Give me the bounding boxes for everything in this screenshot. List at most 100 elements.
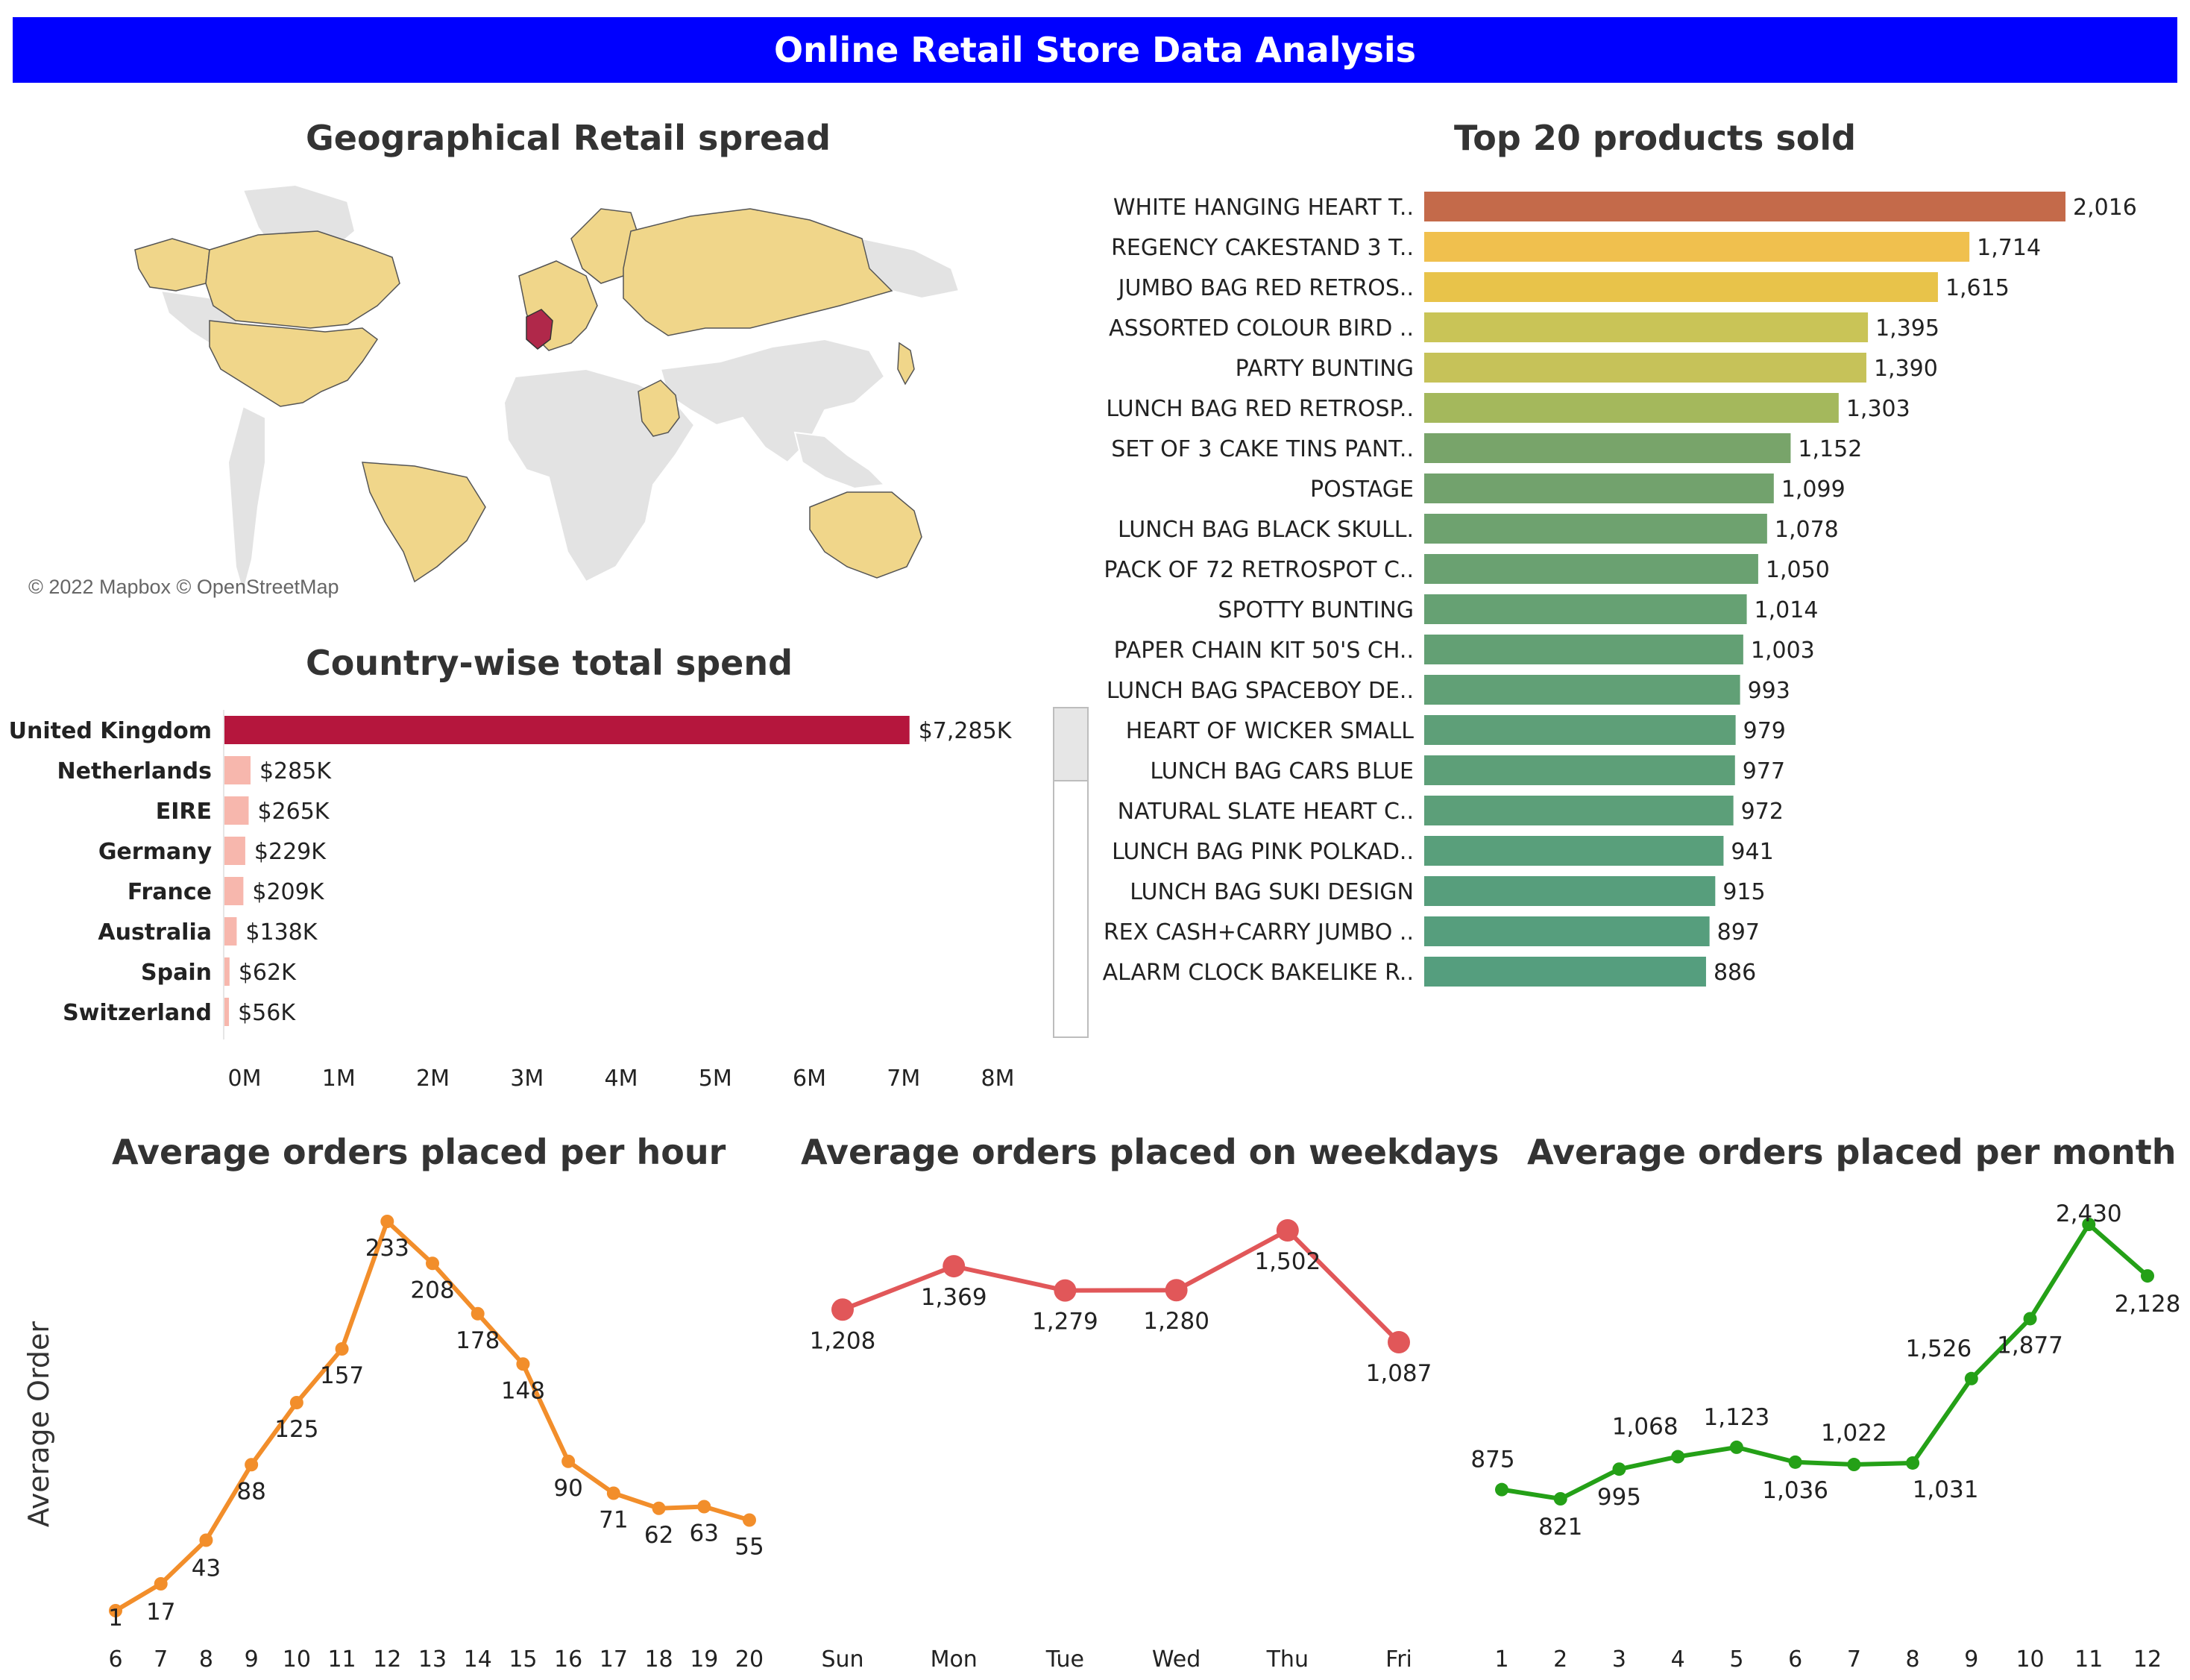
hour-data-label: 88 <box>236 1478 265 1505</box>
country-label: EIRE <box>156 799 212 825</box>
month-point <box>2082 1218 2096 1231</box>
map-region-brazil <box>362 462 486 583</box>
product-value-label: 1,395 <box>1875 315 1939 342</box>
weekday-data-label: 1,369 <box>921 1284 987 1311</box>
hour-point <box>516 1357 530 1371</box>
product-label: LUNCH BAG SPACEBOY DE.. <box>1107 678 1414 704</box>
product-label: REGENCY CAKESTAND 3 T.. <box>1111 235 1414 261</box>
product-value-label: 977 <box>1743 758 1785 784</box>
month-tick-label: 5 <box>1729 1646 1743 1673</box>
map-region-middle-east <box>638 380 680 437</box>
product-bar <box>1424 635 1743 664</box>
month-chart: 8751821299531,06841,12351,03661,02271,03… <box>1470 1201 2180 1673</box>
product-label: POSTAGE <box>1310 476 1414 503</box>
product-bar <box>1424 755 1735 785</box>
map-title: Geographical Retail spread <box>306 118 831 158</box>
hour-point <box>743 1513 756 1527</box>
month-data-label: 1,022 <box>1821 1420 1887 1447</box>
weekday-point <box>943 1255 966 1278</box>
map-region-canada <box>205 230 400 329</box>
map-region-alaska <box>134 238 210 292</box>
country-value-label: $62K <box>239 960 297 986</box>
product-label: WHITE HANGING HEART T.. <box>1113 195 1414 221</box>
map-region-australia <box>809 491 922 579</box>
weekday-point <box>1388 1331 1410 1353</box>
map-region-south-america-west <box>227 405 266 596</box>
month-data-label: 821 <box>1538 1514 1582 1541</box>
weekday-data-label: 1,279 <box>1032 1309 1098 1335</box>
country-label: Switzerland <box>63 1000 212 1026</box>
hour-data-label: 90 <box>553 1475 582 1502</box>
country-bar <box>224 877 244 905</box>
country-label: Australia <box>98 919 212 946</box>
map-region-united-states <box>209 320 379 407</box>
hour-point <box>199 1533 213 1547</box>
country-value-label: $209K <box>252 879 324 905</box>
hour-tick-label: 11 <box>327 1646 356 1673</box>
hour-data-label: 125 <box>274 1416 318 1443</box>
product-label: SPOTTY BUNTING <box>1218 597 1414 623</box>
scrollbar-thumb[interactable] <box>1054 708 1087 781</box>
month-data-label: 995 <box>1597 1484 1641 1511</box>
product-value-label: 1,390 <box>1874 356 1938 382</box>
world-map-svg <box>134 183 960 596</box>
product-label: LUNCH BAG CARS BLUE <box>1150 758 1414 784</box>
product-value-label: 1,714 <box>1977 235 2041 261</box>
month-tick-label: 1 <box>1494 1646 1508 1673</box>
hour-tick-label: 12 <box>373 1646 401 1673</box>
country-tick-label: 1M <box>322 1066 356 1092</box>
country-tick-label: 8M <box>981 1066 1015 1092</box>
weekday-point <box>1276 1219 1299 1242</box>
hour-tick-label: 19 <box>690 1646 718 1673</box>
world-map[interactable] <box>19 179 1004 608</box>
month-tick-label: 10 <box>2016 1646 2044 1673</box>
month-point <box>1553 1492 1567 1506</box>
product-label: LUNCH BAG PINK POLKAD.. <box>1112 839 1414 865</box>
y-axis-label: Average Order <box>22 1321 55 1527</box>
hour-point <box>245 1458 259 1472</box>
hour-point <box>154 1577 168 1591</box>
product-value-label: 1,615 <box>1945 275 2010 301</box>
month-tick-label: 3 <box>1612 1646 1626 1673</box>
weekday-tick-label: Mon <box>931 1646 978 1673</box>
weekday-tick-label: Wed <box>1152 1646 1201 1673</box>
month-tick-label: 6 <box>1788 1646 1802 1673</box>
product-bar <box>1424 312 1869 342</box>
month-tick-label: 4 <box>1671 1646 1685 1673</box>
month-tick-label: 12 <box>2133 1646 2162 1673</box>
product-bar <box>1424 836 1724 866</box>
hour-tick-label: 14 <box>464 1646 492 1673</box>
country-label: Germany <box>98 839 213 865</box>
product-value-label: 915 <box>1722 879 1765 905</box>
product-bar <box>1424 353 1866 383</box>
product-bar <box>1424 957 1706 987</box>
product-bar <box>1424 675 1740 705</box>
country-tick-label: 0M <box>228 1066 262 1092</box>
product-value-label: 2,016 <box>2073 195 2137 221</box>
country-bar <box>224 957 230 986</box>
country-bar <box>224 998 230 1026</box>
hour-data-label: 71 <box>599 1507 628 1534</box>
map-credit: © 2022 Mapbox © OpenStreetMap <box>28 576 339 598</box>
product-value-label: 1,099 <box>1781 476 1846 503</box>
product-label: ASSORTED COLOUR BIRD .. <box>1109 315 1414 342</box>
month-tick-label: 2 <box>1553 1646 1567 1673</box>
weekday-tick-label: Thu <box>1266 1646 1309 1673</box>
country-tick-label: 6M <box>793 1066 826 1092</box>
month-data-label: 1,036 <box>1762 1477 1828 1504</box>
weekday-tick-label: Sun <box>821 1646 863 1673</box>
weekday-point <box>1054 1279 1077 1302</box>
hour-tick-label: 16 <box>554 1646 582 1673</box>
product-label: LUNCH BAG RED RETROSP.. <box>1106 396 1414 422</box>
map-region-southeast-asia <box>793 431 887 490</box>
month-point <box>1788 1455 1802 1469</box>
products-scrollbar[interactable] <box>1053 707 1089 1038</box>
month-point <box>2023 1312 2037 1326</box>
weekday-tick-label: Tue <box>1045 1646 1084 1673</box>
product-label: HEART OF WICKER SMALL <box>1126 718 1415 744</box>
country-bar <box>224 837 245 865</box>
country-chart-title: Country-wise total spend <box>306 643 793 683</box>
product-bar <box>1424 876 1716 906</box>
weekday-tick-label: Fri <box>1385 1646 1412 1673</box>
month-point <box>1495 1482 1508 1497</box>
